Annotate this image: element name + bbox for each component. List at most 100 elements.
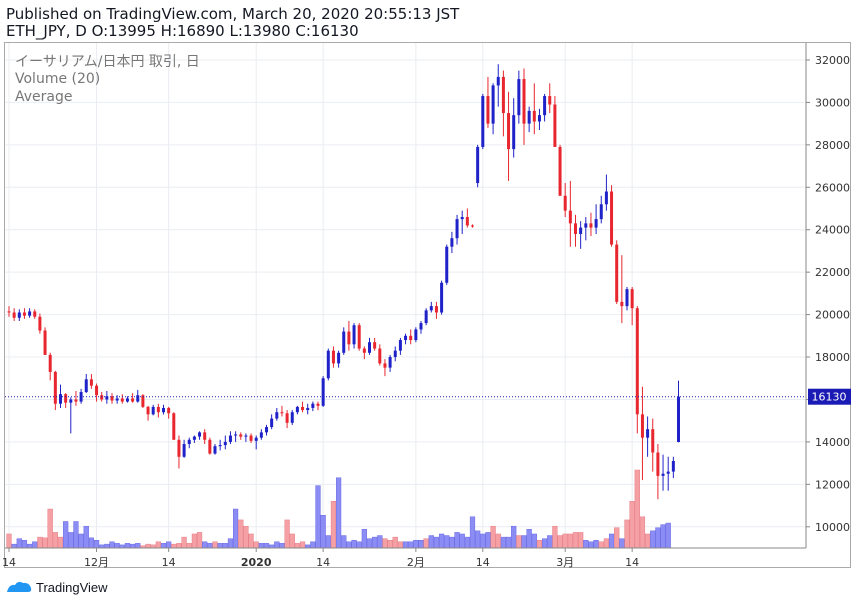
candle (146, 405, 150, 421)
candle-body (532, 110, 536, 122)
candle-body (331, 350, 335, 364)
volume-bar (366, 538, 373, 549)
candle-body (100, 395, 104, 400)
candle (532, 83, 536, 135)
candle (630, 287, 634, 326)
candle-body (259, 432, 263, 438)
candle (79, 388, 83, 404)
volume-bar (562, 533, 568, 549)
volume-bar (68, 532, 74, 549)
volume-bar (32, 541, 38, 549)
candle-body (460, 216, 464, 220)
candle-body (347, 331, 351, 345)
candle-body (321, 378, 325, 406)
candle-body (512, 115, 516, 150)
candle-body (192, 436, 196, 440)
candle-body (12, 312, 16, 318)
candle-body (162, 407, 165, 413)
volume-bar (567, 533, 573, 549)
candle (615, 240, 619, 304)
volume-bar (217, 543, 223, 549)
candle-body (579, 227, 583, 234)
volume-legend: Volume (20) (15, 71, 101, 87)
candle-body (326, 350, 330, 379)
candle (311, 401, 315, 412)
candle-body (301, 406, 305, 411)
candle (259, 429, 263, 440)
candle-body (234, 434, 238, 436)
price-tick-label: 26000 (815, 181, 850, 194)
candle-body (568, 210, 572, 224)
volume-bar (248, 533, 254, 549)
candle-body (646, 429, 650, 438)
price-tick-label: 30000 (815, 96, 850, 109)
candle-body (527, 110, 531, 124)
candle-body (28, 311, 32, 316)
candle-body (476, 146, 480, 184)
volume-bar (37, 536, 43, 549)
symbol-legend: イーサリアム/日本円 取引, 日 (15, 54, 200, 70)
candle-body (429, 306, 433, 311)
volume-bar (500, 536, 507, 549)
ohlc-header: ETH_JPY, D O:13995 H:16890 L:13980 C:161… (6, 22, 359, 40)
volume-bar (212, 541, 218, 549)
volume-bar (88, 537, 95, 549)
candle (280, 405, 284, 417)
candle (131, 393, 135, 403)
candle (172, 412, 176, 440)
time-tick-label: 2月 (407, 556, 425, 569)
price-tick-label: 28000 (815, 139, 850, 152)
candle (512, 98, 516, 158)
candle (440, 280, 444, 315)
candle (548, 83, 552, 114)
candle (383, 359, 387, 377)
candle-body (105, 396, 109, 400)
candle-body (17, 312, 21, 318)
candle (218, 439, 222, 451)
volume-bar (433, 536, 440, 549)
candle (69, 397, 73, 434)
candle (527, 106, 531, 133)
volume-bar (428, 535, 434, 549)
candle (491, 83, 495, 135)
candle (17, 309, 21, 321)
time-tick-label: 14 (162, 556, 176, 569)
candle-body (666, 471, 670, 474)
candle-body (311, 403, 315, 408)
candle (265, 424, 268, 436)
candle (419, 320, 423, 334)
candle (584, 216, 588, 241)
candle (275, 407, 279, 421)
candle (604, 174, 608, 211)
candle (331, 346, 335, 368)
volume-bar (330, 501, 337, 549)
volume-bar (578, 532, 584, 549)
candle (244, 433, 248, 442)
price-tick-label: 18000 (815, 351, 850, 364)
candle (558, 144, 562, 196)
volume-bar (279, 543, 285, 549)
candle-body (43, 330, 47, 355)
candle (337, 350, 341, 368)
candle (507, 91, 511, 181)
candle (543, 93, 547, 122)
candle-body (424, 310, 428, 324)
candle (424, 308, 428, 326)
volume-bar (572, 532, 579, 549)
volume-bar (516, 535, 522, 549)
volume-bar (181, 536, 187, 549)
time-tick-label: 14 (2, 556, 16, 569)
candle-body (620, 301, 624, 307)
candle-body (471, 225, 474, 227)
volume-bar (263, 543, 270, 549)
volume-bar (665, 522, 671, 549)
candle (342, 327, 346, 355)
volume-bar (274, 541, 280, 549)
volume-bar (171, 543, 177, 549)
volume-bar (57, 536, 64, 549)
candle (249, 433, 253, 443)
tradingview-brand[interactable]: TradingView (6, 578, 108, 596)
volume-bar (124, 543, 131, 549)
volume-bar (485, 532, 491, 549)
